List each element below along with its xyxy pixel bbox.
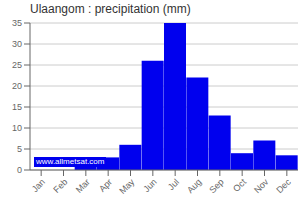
svg-text:35: 35 bbox=[12, 18, 22, 28]
svg-text:5: 5 bbox=[17, 144, 22, 154]
svg-text:Jul: Jul bbox=[166, 177, 181, 192]
svg-text:25: 25 bbox=[12, 60, 22, 70]
svg-text:Jun: Jun bbox=[141, 177, 158, 194]
html-text:www.allmetsat.com: www.allmetsat.com bbox=[36, 157, 105, 166]
svg-text:10: 10 bbox=[12, 123, 22, 133]
svg-text:0: 0 bbox=[17, 165, 22, 175]
svg-text:Sep: Sep bbox=[207, 177, 225, 195]
svg-text:May: May bbox=[117, 177, 136, 196]
html-text:Ulaangom : precipitation (mm): Ulaangom : precipitation (mm) bbox=[30, 2, 191, 16]
svg-text:Nov: Nov bbox=[252, 177, 271, 196]
svg-text:Mar: Mar bbox=[74, 177, 92, 195]
svg-text:Oct: Oct bbox=[231, 177, 248, 194]
svg-text:Jan: Jan bbox=[30, 177, 47, 194]
svg-text:30: 30 bbox=[12, 39, 22, 49]
svg-text:Aug: Aug bbox=[185, 177, 203, 195]
svg-text:Dec: Dec bbox=[274, 177, 293, 196]
svg-text:20: 20 bbox=[12, 81, 22, 91]
svg-text:Feb: Feb bbox=[51, 177, 69, 195]
svg-text:15: 15 bbox=[12, 102, 22, 112]
svg-text:Apr: Apr bbox=[97, 177, 114, 194]
